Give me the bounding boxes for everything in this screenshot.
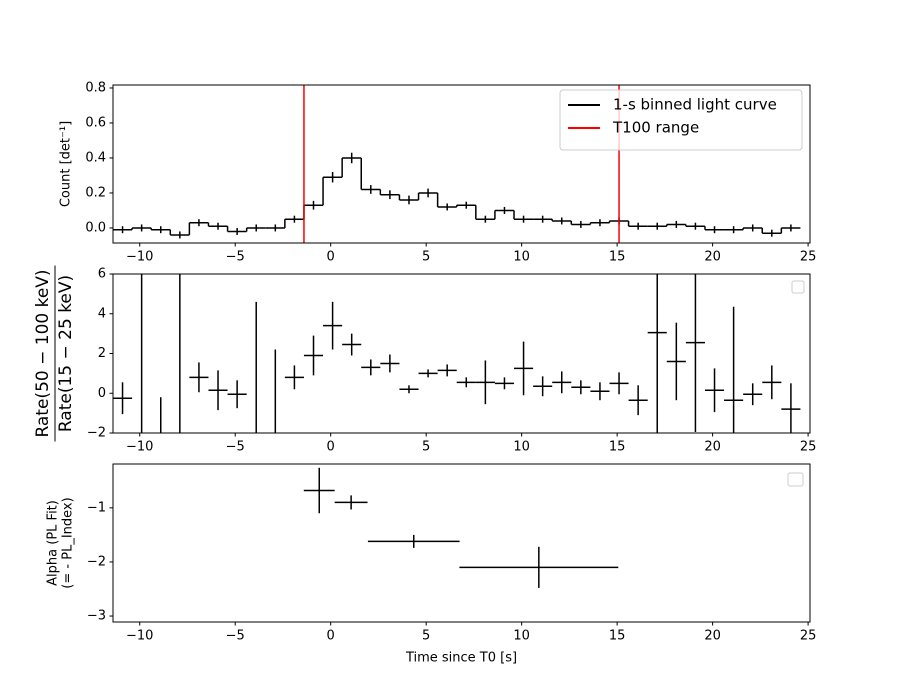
legend-label: 1-s binned light curve [613, 96, 777, 114]
y-axis-label-denominator: Rate(15 − 25 keV) [56, 275, 76, 432]
x-tick-label: 0 [327, 629, 335, 644]
x-tick-label: 15 [609, 250, 626, 265]
y-tick-label: 0.2 [85, 185, 106, 200]
y-axis-label-numerator: Rate(50 − 100 keV) [33, 269, 53, 437]
x-tick-label: 5 [422, 440, 430, 455]
axes-frame [112, 273, 811, 434]
x-tick-label: 10 [513, 629, 530, 644]
y-tick-label: 0 [98, 386, 106, 401]
x-tick-label: 0 [327, 250, 335, 265]
x-tick-label: 15 [609, 629, 626, 644]
y-tick-label: 2 [98, 346, 106, 361]
axes-frame [112, 463, 811, 623]
x-tick-label: 0 [327, 440, 335, 455]
plot-area [303, 467, 619, 588]
y-axis-label: (= - PL_Index) [61, 497, 76, 588]
y-tick-label: −2 [87, 426, 106, 441]
y-tick-label: −3 [87, 609, 106, 624]
x-tick-label: 20 [704, 629, 721, 644]
empty-legend [791, 280, 805, 294]
y-axis-label: Alpha (PL Fit) [46, 500, 61, 586]
x-tick-label: −5 [226, 440, 245, 455]
x-tick-label: 5 [422, 250, 430, 265]
y-tick-label: −2 [87, 554, 106, 569]
y-tick-label: 0.8 [85, 80, 106, 95]
y-tick-label: −1 [87, 500, 106, 515]
x-tick-label: −10 [126, 629, 153, 644]
legend-box [559, 89, 803, 151]
x-tick-label: 20 [704, 440, 721, 455]
x-tick-label: 25 [800, 250, 817, 265]
x-tick-label: −5 [226, 629, 245, 644]
axes-frame [112, 84, 811, 244]
plot-area [113, 85, 801, 243]
x-tick-label: −5 [226, 250, 245, 265]
y-tick-label: 6 [98, 267, 106, 282]
y-tick-label: 4 [98, 306, 106, 321]
x-tick-label: 10 [513, 440, 530, 455]
y-tick-label: 0.0 [85, 220, 106, 235]
legend-label: T100 range [612, 119, 699, 137]
y-axis-label: Count [det⁻¹] [59, 121, 74, 207]
x-tick-label: 25 [800, 629, 817, 644]
x-tick-label: −10 [126, 440, 153, 455]
x-tick-label: 15 [609, 440, 626, 455]
y-tick-label: 0.4 [85, 150, 106, 165]
x-tick-label: 5 [422, 629, 430, 644]
y-tick-label: 0.6 [85, 115, 106, 130]
x-tick-label: 25 [800, 440, 817, 455]
empty-legend [787, 472, 804, 487]
x-tick-label: 10 [513, 250, 530, 265]
x-tick-label: −10 [126, 250, 153, 265]
plot-area [113, 274, 801, 433]
x-axis-label: Time since T0 [s] [405, 651, 517, 666]
x-tick-label: 20 [704, 250, 721, 265]
